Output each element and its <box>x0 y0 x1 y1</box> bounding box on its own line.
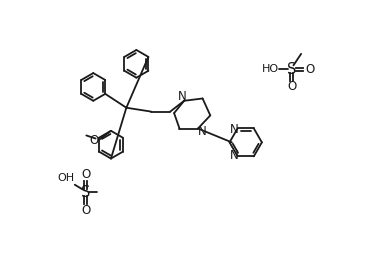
Text: O: O <box>89 134 99 147</box>
Text: N: N <box>197 125 206 138</box>
Text: O: O <box>81 168 90 181</box>
Text: S: S <box>287 62 297 77</box>
Text: HO: HO <box>262 64 279 74</box>
Text: O: O <box>287 80 297 93</box>
Text: OH: OH <box>58 173 75 183</box>
Text: O: O <box>81 204 90 217</box>
Text: N: N <box>230 123 239 136</box>
Text: O: O <box>305 63 314 76</box>
Text: N: N <box>230 149 239 162</box>
Text: N: N <box>178 90 187 103</box>
Text: S: S <box>81 185 90 200</box>
